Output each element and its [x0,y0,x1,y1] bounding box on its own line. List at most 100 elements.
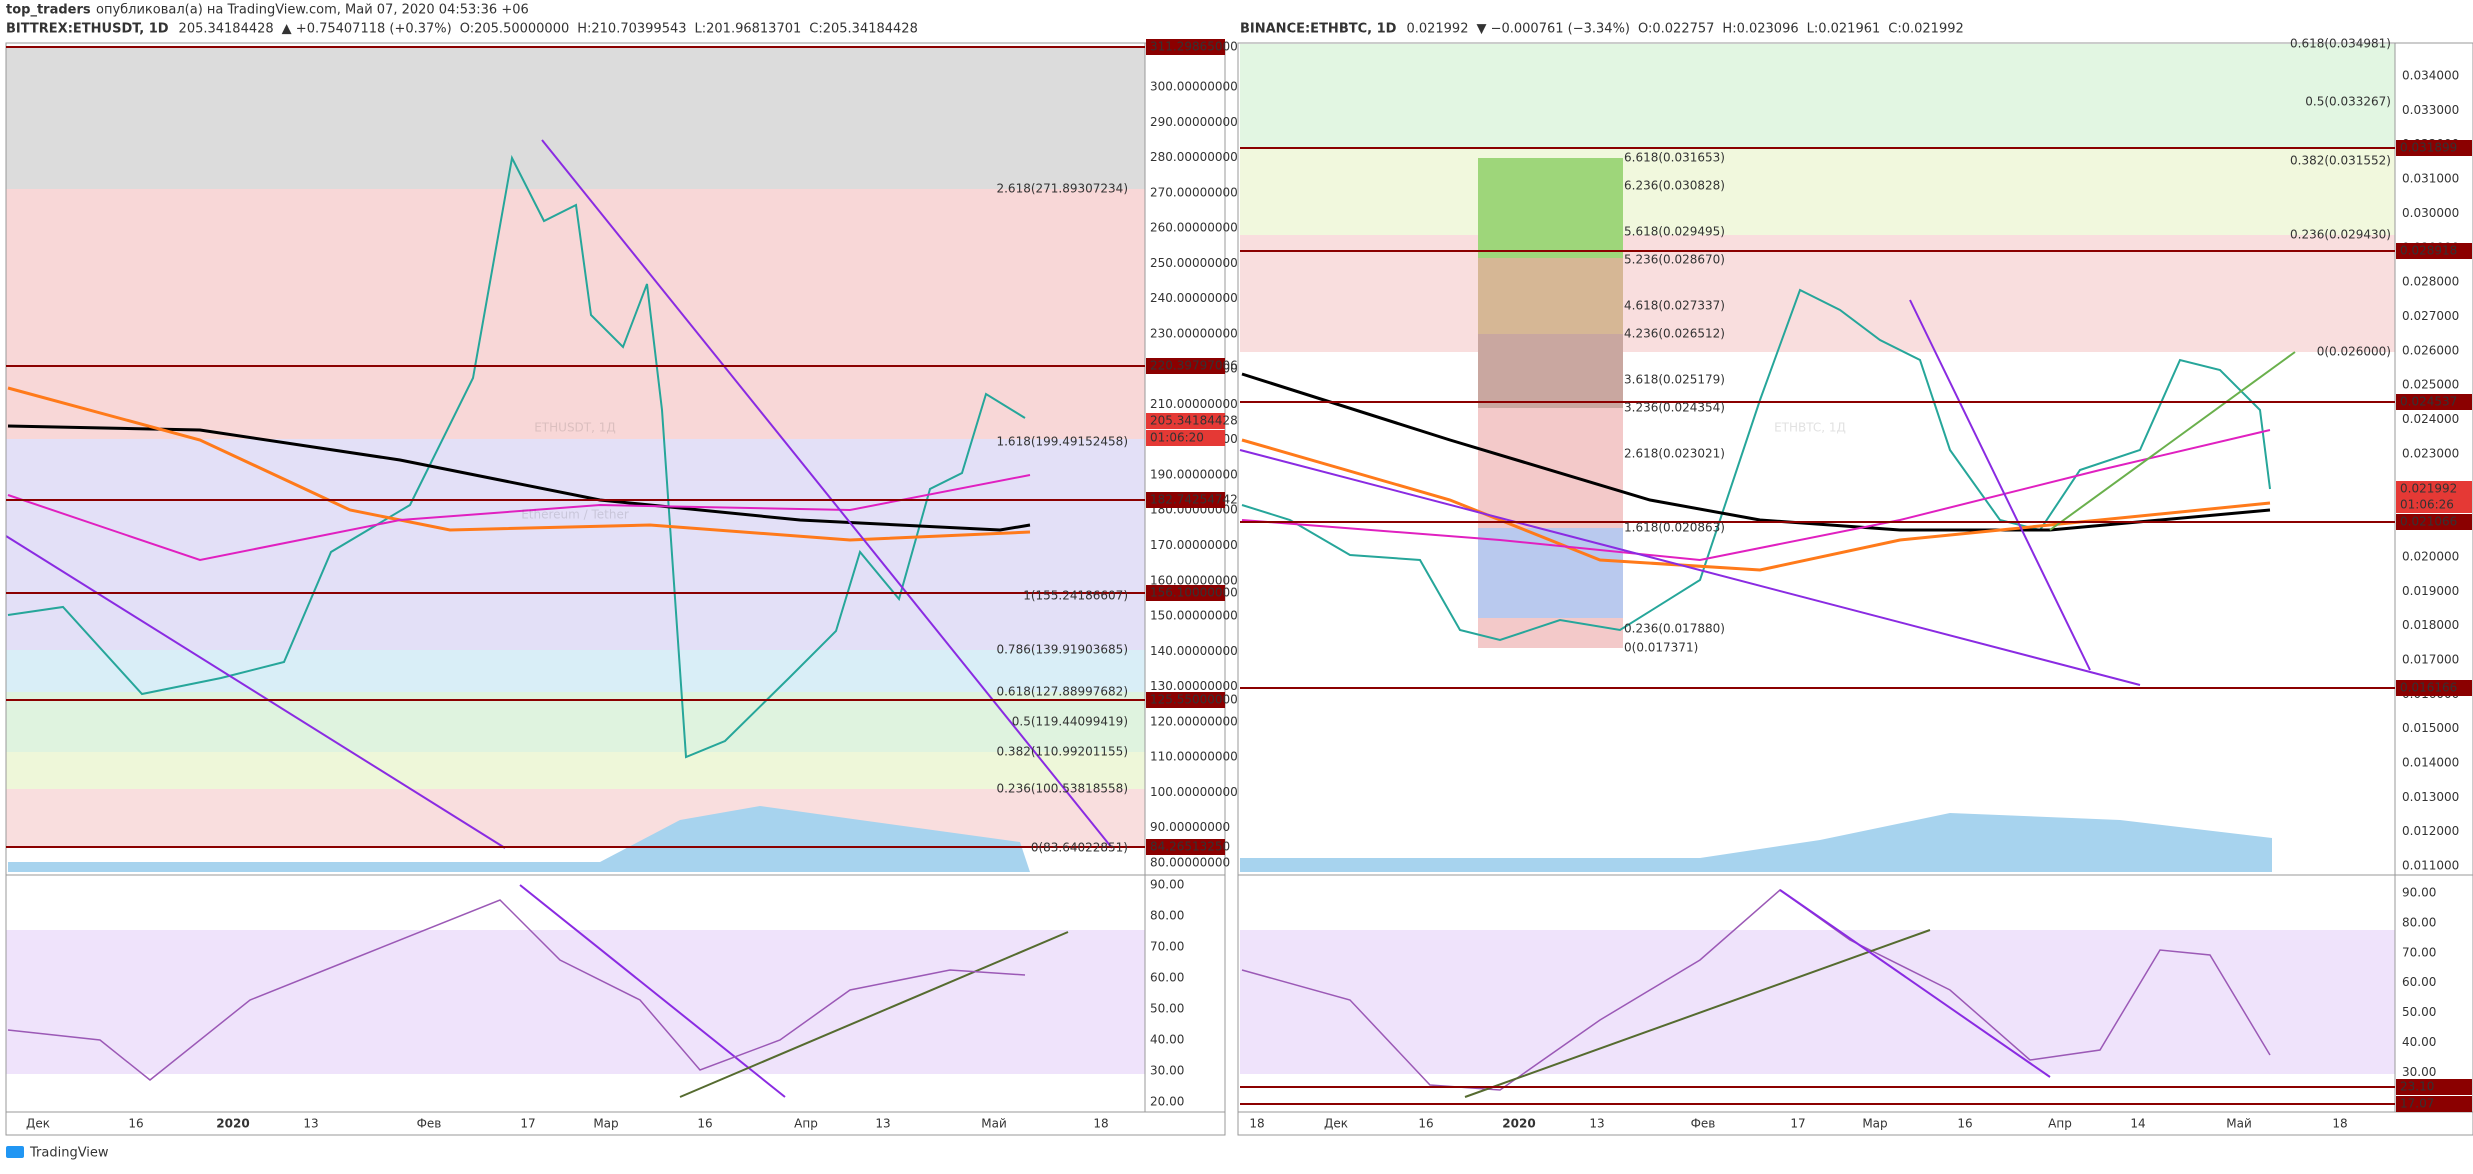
fib-label: 0.5(0.033267) [2305,95,2391,109]
right-fib-zones [1240,44,2395,1074]
trendline [5,535,506,849]
fib-label: 1(155.24186607) [1023,589,1128,603]
rsi-axis-label: 50.00 [2402,1005,2436,1019]
fib-label: 0.382(110.99201155) [996,745,1128,759]
price-axis-label: 0.034000 [2402,69,2459,83]
price-axis-label: 0.031000 [2402,172,2459,186]
price-axis-label: 140.00000000 [1150,644,1238,658]
price-axis-label: 80.00000000 [1150,855,1230,869]
author: top_traders [6,3,91,18]
price-axis-label: 0.026000 [2402,343,2459,357]
fib-label: 0.786(139.91903685) [996,643,1128,657]
price-tag-bg [2396,394,2472,410]
ema-magenta [7,474,1031,562]
fib-label: 0.382(0.031552) [2290,154,2391,168]
price-axis-label: 250.00000000 [1150,256,1238,270]
fib-label: 0.5(119.44099419) [1012,715,1128,729]
price-axis-label: 300.00000000 [1150,80,1238,94]
fib-label: 0(83.64022851) [1031,841,1128,855]
ohlc: C:205.34184428 [809,22,918,37]
price-axis-label: 0.023000 [2402,446,2459,460]
rsi-axis-label: 20.00 [1150,1095,1184,1109]
price-tag: 0.031899 [2400,141,2457,155]
price-tag-bg [1146,839,1225,855]
tv-logo [6,1146,24,1158]
symbol: BINANCE:ETHBTC, 1D [1240,22,1397,37]
rsi-axis-label: 30.00 [2402,1065,2436,1079]
trendline [541,139,1113,849]
time-axis-label: 13 [1589,1117,1604,1131]
price-tag-bg [2396,140,2472,156]
watermark: ETHBTC, 1Д [1774,421,1846,435]
fib-ext-label: 0.236(0.017880) [1624,622,1725,636]
published: опубликовал(а) на TradingView.com, Май 0… [96,3,529,18]
price-tag: 220.39797006 [1150,359,1238,373]
price-tag-bg [2396,514,2472,530]
fib-ext-label: 4.618(0.027337) [1624,299,1725,313]
rsi-axis-label: 80.00 [2402,915,2436,929]
price-axis-label: 0.020000 [2402,549,2459,563]
fib-ext-label: 5.618(0.029495) [1624,225,1725,239]
change: ▼ −0.000761 (−3.34%) [1476,22,1630,37]
time-axis-label: Май [981,1117,1007,1131]
price-axis-label: 0.027000 [2402,309,2459,323]
price-tag-bg [1146,358,1225,374]
price-axis-label: 0.014000 [2402,756,2459,770]
rsi-axis-label: 50.00 [1150,1002,1184,1016]
fib-ext-label: 6.236(0.030828) [1624,179,1725,193]
ema-magenta [1241,429,2271,562]
rsi-axis-label: 80.00 [1150,909,1184,923]
time-axis-label: Дек [26,1117,50,1131]
rsi-trend [1779,889,2051,1078]
rsi-trend [679,931,1069,1098]
volume [8,806,2272,872]
price-tag: 17.07 [2400,1097,2434,1111]
time-axis-label: Апр [794,1117,818,1131]
time-axis-label: Мар [593,1117,618,1131]
last-price: 0.021992 [1406,22,1468,37]
time-axis-label: Мар [1862,1117,1887,1131]
rsi-axis-label: 60.00 [1150,971,1184,985]
price-axis-label: 210.00000000 [1150,397,1238,411]
time-axis-label: 16 [697,1117,712,1131]
price-axis-label: 0.028000 [2402,275,2459,289]
price-axis-label: 0.033000 [2402,103,2459,117]
price-tag-bg [1146,492,1225,508]
price-axis-label: 260.00000000 [1150,221,1238,235]
price-axis-label: 90.00000000 [1150,820,1230,834]
last-price: 205.34184428 [179,22,274,37]
price-line [7,154,1026,759]
pane-borders [5,42,2473,1136]
price-axis-label: 230.00000000 [1150,326,1238,340]
price-axis-label: 120.00000000 [1150,714,1238,728]
time-axis-label: Дек [1324,1117,1348,1131]
price-axis-label: 0.018000 [2402,618,2459,632]
fib-label: 0.236(0.029430) [2290,228,2391,242]
time-axis-label: 17 [520,1117,535,1131]
price-axis-label: 190.00000000 [1150,467,1238,481]
fib-ext-label: 2.618(0.023021) [1624,447,1725,461]
price-axis-label: 0.011000 [2402,859,2459,873]
fib-label: 2.618(271.89307234) [996,182,1128,196]
price-tag: 125.55000000 [1150,693,1238,707]
price-tag-bg [1146,585,1225,601]
left-fib-zones [6,47,1145,1074]
ohlc: O:205.50000000 [460,22,570,37]
trendline [1909,299,2091,671]
price-tag: 182.74254742 [1150,493,1238,507]
fib-ext-label: 0(0.017371) [1624,641,1698,655]
price-tag-bg [2396,497,2472,513]
price-tag: 0.021066 [2400,515,2457,529]
price-tag-bg [1146,39,1225,55]
price-axis-label: 0.012000 [2402,824,2459,838]
price-axis-label: 0.025000 [2402,378,2459,392]
rsi-axis-label: 90.00 [2402,886,2436,900]
ohlc: C:0.021992 [1888,22,1964,37]
fib-label: 0.618(0.034981) [2290,37,2391,51]
symbol: BITTREX:ETHUSDT, 1D [6,22,169,37]
price-axis-label: 150.00000000 [1150,609,1238,623]
price-tag: 0.021992 [2400,482,2457,496]
price-axis-label: 160.00000000 [1150,573,1238,587]
